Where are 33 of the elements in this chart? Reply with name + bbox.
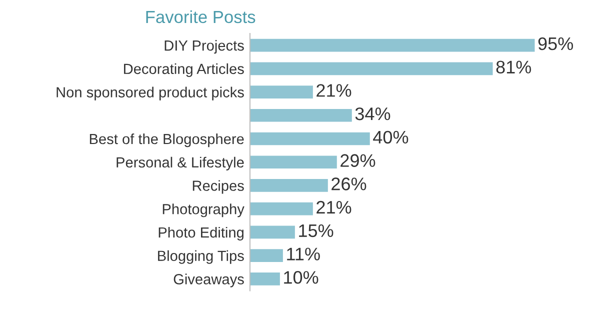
data-label: 21% bbox=[316, 200, 352, 214]
y-tick-label: Best of the Blogosphere bbox=[90, 133, 244, 148]
y-tick-label: Blogging Tips bbox=[158, 250, 244, 264]
bar bbox=[250, 132, 370, 146]
data-label: 15% bbox=[299, 224, 334, 238]
data-label: 11% bbox=[287, 248, 320, 260]
bar bbox=[250, 272, 280, 286]
y-tick-label: Photo Editing bbox=[158, 226, 244, 241]
data-label: 40% bbox=[373, 130, 408, 144]
bar bbox=[250, 62, 493, 76]
y-tick-label: Decorating Articles bbox=[124, 63, 244, 77]
data-label: 34% bbox=[355, 107, 390, 120]
y-tick-label: DIY Projects bbox=[164, 40, 244, 54]
bar bbox=[250, 108, 352, 122]
data-label: 21% bbox=[316, 84, 352, 97]
bar bbox=[250, 202, 313, 216]
bar bbox=[250, 226, 295, 239]
bar bbox=[250, 38, 535, 52]
data-label: 29% bbox=[340, 154, 376, 167]
data-label: 95% bbox=[538, 37, 573, 50]
chart-title: Favorite Posts bbox=[146, 10, 256, 24]
data-label: 10% bbox=[284, 271, 318, 284]
data-label: 81% bbox=[496, 60, 532, 74]
y-tick-label: Personal & Lifestyle bbox=[116, 156, 244, 170]
y-tick-label: Non sponsored product picks bbox=[56, 86, 244, 100]
y-tick-label: Recipes bbox=[192, 180, 244, 194]
bar bbox=[250, 179, 328, 192]
bar bbox=[250, 249, 283, 262]
bar bbox=[250, 156, 337, 169]
y-tick-label: Photography bbox=[162, 204, 244, 218]
data-label: 26% bbox=[332, 178, 366, 190]
y-tick-label: Giveaways bbox=[174, 274, 244, 288]
bar bbox=[250, 86, 313, 98]
